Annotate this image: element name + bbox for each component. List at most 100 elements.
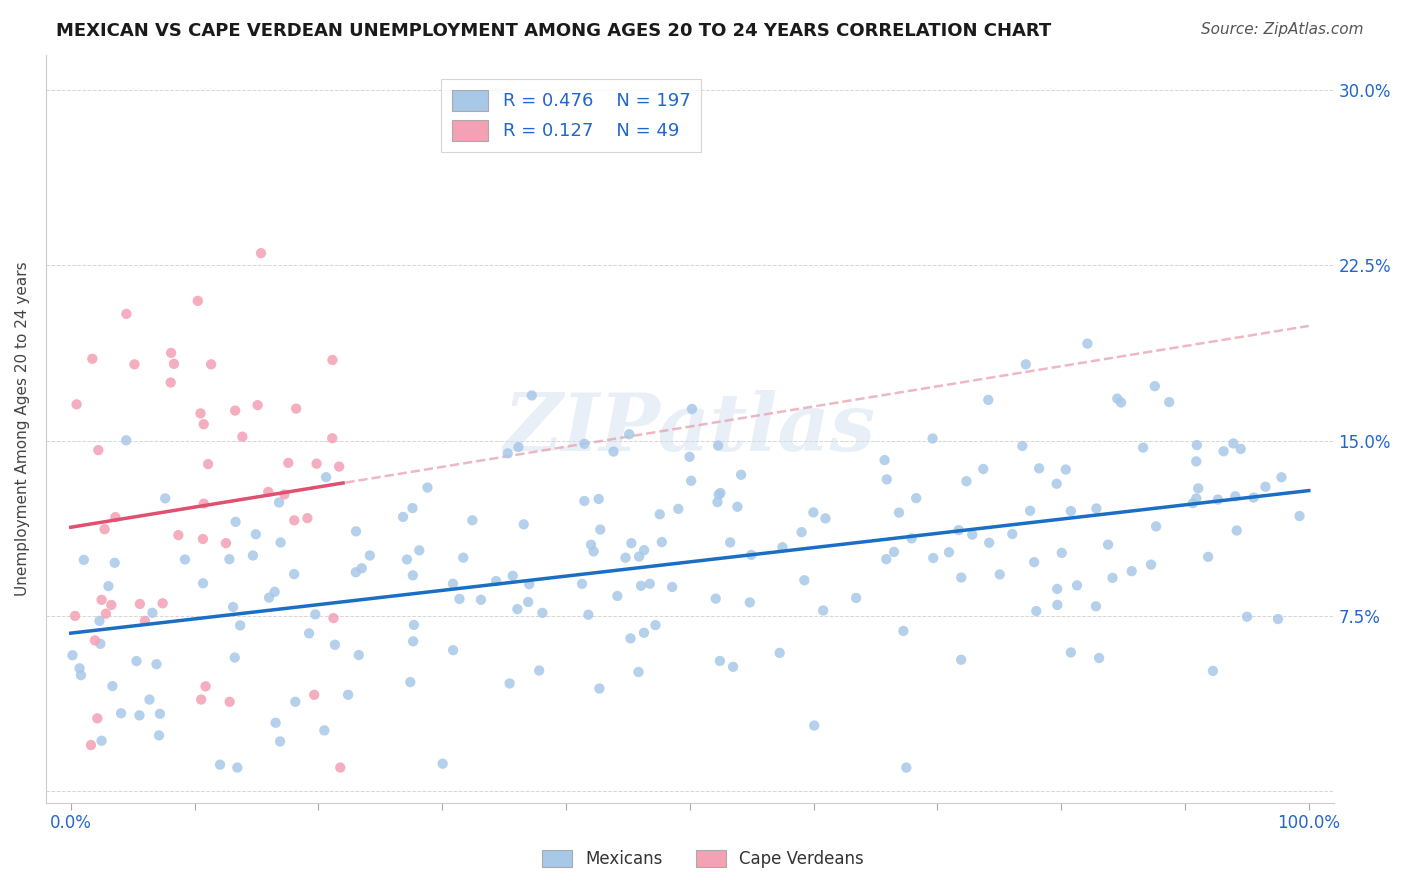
Point [633,543,655,558]
Point [218,695,240,709]
Point [408,543,430,558]
Point [633,625,655,640]
Point [589,523,612,537]
Point [1060,504,1083,518]
Point [298,626,321,640]
Point [1222,436,1244,450]
Point [1197,549,1219,564]
Point [62,648,84,663]
Point [270,535,292,549]
Point [1187,481,1209,495]
Point [250,246,273,260]
Point [644,618,666,632]
Point [80,738,103,752]
Point [498,676,520,690]
Point [269,734,291,748]
Point [104,510,127,524]
Point [922,551,945,566]
Point [128,597,150,611]
Point [94,607,117,621]
Point [628,549,651,564]
Point [359,549,381,563]
Point [110,706,132,721]
Point [709,654,731,668]
Point [1143,379,1166,393]
Point [1011,439,1033,453]
Point [128,708,150,723]
Point [485,574,508,588]
Point [82,351,104,366]
Point [1202,664,1225,678]
Point [470,592,492,607]
Point [938,545,960,559]
Point [141,606,163,620]
Point [770,541,793,555]
Point [648,508,671,522]
Point [90,592,112,607]
Point [730,467,752,482]
Point [402,634,425,648]
Point [1288,508,1310,523]
Point [160,346,183,360]
Point [950,570,973,584]
Point [432,756,454,771]
Point [520,388,543,402]
Point [1181,496,1204,510]
Point [257,484,280,499]
Point [321,353,343,368]
Point [801,505,824,519]
Legend: R = 0.476    N = 197, R = 0.127    N = 49: R = 0.476 N = 197, R = 0.127 N = 49 [441,79,702,152]
Point [87,443,110,458]
Point [70,668,93,682]
Point [704,591,727,606]
Point [125,654,148,668]
Point [277,456,299,470]
Point [392,509,415,524]
Point [283,567,305,582]
Point [921,432,943,446]
Point [200,357,222,371]
Point [1050,546,1073,560]
Point [709,486,731,500]
Point [224,403,246,417]
Point [1088,651,1111,665]
Point [582,544,605,558]
Point [1121,564,1143,578]
Point [972,462,994,476]
Point [226,760,249,774]
Point [661,580,683,594]
Point [395,552,418,566]
Text: Source: ZipAtlas.com: Source: ZipAtlas.com [1201,22,1364,37]
Point [231,430,253,444]
Point [328,459,350,474]
Point [1270,470,1292,484]
Point [1015,357,1038,371]
Point [1225,489,1247,503]
Point [1019,504,1042,518]
Point [602,444,624,458]
Point [606,589,628,603]
Point [218,552,240,566]
Point [988,567,1011,582]
Point [89,614,111,628]
Point [1254,480,1277,494]
Point [187,293,209,308]
Text: ZIPatlas: ZIPatlas [503,390,876,467]
Point [323,638,346,652]
Point [1185,491,1208,506]
Point [337,688,360,702]
Point [191,576,214,591]
Point [1140,558,1163,572]
Point [305,457,328,471]
Point [159,376,181,390]
Point [191,532,214,546]
Point [461,513,484,527]
Point [1046,582,1069,596]
Point [1229,442,1251,456]
Point [718,535,741,549]
Point [845,591,868,605]
Point [104,556,127,570]
Point [893,624,915,638]
Point [167,528,190,542]
Point [496,446,519,460]
